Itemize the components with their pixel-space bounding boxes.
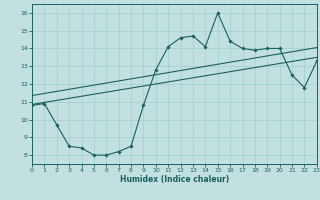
X-axis label: Humidex (Indice chaleur): Humidex (Indice chaleur) xyxy=(120,175,229,184)
